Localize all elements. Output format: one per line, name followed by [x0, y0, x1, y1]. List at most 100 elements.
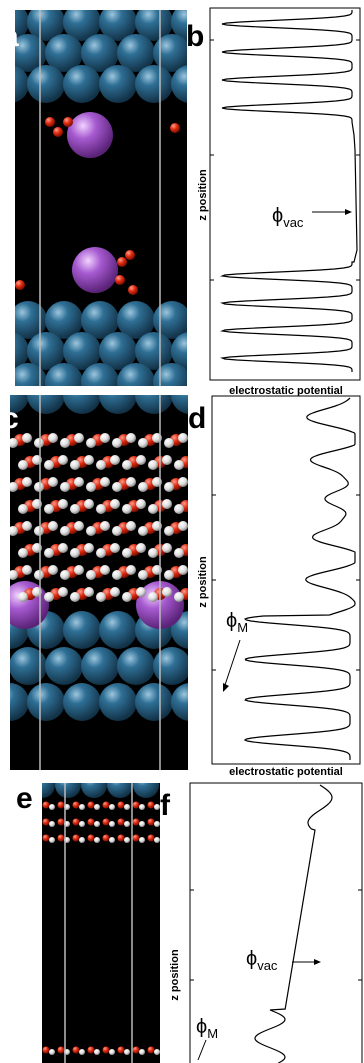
atom [49, 837, 55, 843]
atom [70, 548, 80, 558]
atom [63, 683, 101, 721]
atom [133, 772, 159, 798]
atom [34, 570, 44, 580]
atom [100, 477, 110, 487]
atom [135, 65, 173, 103]
atom [88, 835, 95, 842]
atom [49, 804, 55, 810]
atom [44, 592, 54, 602]
atom [128, 285, 138, 295]
atom [79, 821, 85, 827]
atom [96, 460, 106, 470]
panel-label: e [16, 782, 33, 815]
atom [58, 819, 65, 826]
atom [178, 477, 188, 487]
arrow [198, 1040, 206, 1060]
atom [100, 521, 110, 531]
atom [103, 819, 110, 826]
atom [133, 819, 140, 826]
atom [148, 802, 155, 809]
atom [48, 565, 58, 575]
atom [63, 117, 73, 127]
atom [174, 548, 184, 558]
atom [27, 683, 65, 721]
atom [126, 521, 136, 531]
atom [154, 1049, 160, 1055]
atom [44, 548, 54, 558]
atom [122, 592, 132, 602]
atom [34, 482, 44, 492]
atom [139, 1049, 145, 1055]
atom [58, 499, 68, 509]
atom [58, 455, 68, 465]
atom [153, 647, 191, 685]
subscript: vac [257, 958, 278, 973]
arrowhead [314, 959, 321, 965]
atom [110, 499, 120, 509]
atom [122, 460, 132, 470]
atom [86, 438, 96, 448]
atom [9, 647, 47, 685]
atom [74, 565, 84, 575]
atom [117, 647, 155, 685]
subscript: M [207, 1026, 218, 1041]
atom [79, 1049, 85, 1055]
atom [74, 521, 84, 531]
panel-label: b [186, 20, 204, 53]
atom [133, 802, 140, 809]
atom [8, 438, 18, 448]
atom [48, 521, 58, 531]
atom [139, 837, 145, 843]
atom [45, 117, 55, 127]
symbol: ϕ [272, 205, 283, 227]
atom [70, 504, 80, 514]
atom [96, 548, 106, 558]
atom [8, 482, 18, 492]
atom [74, 477, 84, 487]
figure: a b c d e f z position electrostatic pot… [0, 0, 364, 1063]
annotation: ϕvac [272, 205, 304, 230]
atom [136, 543, 146, 553]
panel-label: f [160, 789, 171, 822]
panel-label: c [2, 402, 19, 435]
atom [44, 460, 54, 470]
atom [136, 455, 146, 465]
atom [72, 247, 118, 293]
atom [170, 123, 180, 133]
atom [58, 543, 68, 553]
atom [109, 821, 115, 827]
atom [178, 565, 188, 575]
atom [60, 438, 70, 448]
atom [1, 581, 49, 629]
atom [148, 1047, 155, 1054]
atom [43, 819, 50, 826]
atom [27, 65, 65, 103]
atom [79, 804, 85, 810]
y-axis-label: z position [197, 556, 209, 608]
atom [81, 647, 119, 685]
atom [49, 821, 55, 827]
atom [55, 772, 81, 798]
atom [70, 460, 80, 470]
atom [164, 570, 174, 580]
atom [174, 592, 184, 602]
y-axis-label: z position [169, 949, 181, 1001]
arrowhead [223, 683, 229, 692]
atom [112, 482, 122, 492]
atom [86, 526, 96, 536]
x-axis-label: electrostatic potential [229, 766, 343, 778]
atom [139, 821, 145, 827]
atom [58, 1047, 65, 1054]
atom [148, 504, 158, 514]
atom [18, 592, 28, 602]
atom [18, 504, 28, 514]
atom [58, 587, 68, 597]
atom [164, 526, 174, 536]
atom [117, 257, 127, 267]
atom [112, 438, 122, 448]
atom [22, 565, 32, 575]
x-axis-label: electrostatic potential [229, 385, 343, 397]
atom [34, 526, 44, 536]
annotation: ϕM [226, 610, 248, 635]
atom [99, 683, 137, 721]
